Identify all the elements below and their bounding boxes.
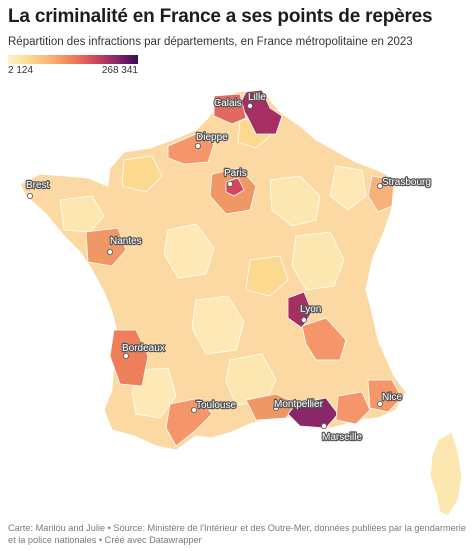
city-toulouse[interactable]: Toulouse (190, 399, 238, 413)
city-label-brest: Brest (26, 180, 50, 191)
city-brest[interactable]: Brest (25, 179, 51, 199)
var-department (335, 391, 371, 425)
city-label-bordeaux: Bordeaux (122, 343, 165, 354)
city-bordeaux[interactable]: Bordeaux (121, 342, 166, 359)
city-label-nantes: Nantes (110, 236, 142, 247)
gironde-department (109, 329, 149, 387)
city-label-nice: Nice (382, 392, 402, 403)
legend-gradient (8, 55, 138, 64)
city-paris[interactable]: Paris (223, 167, 248, 187)
alpes-maritimes-department (367, 379, 403, 413)
city-nice[interactable]: Nice (376, 391, 404, 407)
color-legend: 2 124 268 341 (8, 55, 138, 76)
city-markers: Lille Calais Dieppe Paris Brest Strasbou… (25, 91, 432, 444)
city-label-lille: Lille (248, 92, 266, 103)
page-title: La criminalité en France a ses points de… (8, 6, 433, 27)
city-label-paris: Paris (224, 168, 247, 179)
city-lille[interactable]: Lille (247, 91, 267, 110)
city-label-strasbourg: Strasbourg (382, 177, 431, 188)
city-calais[interactable]: Calais (213, 97, 243, 110)
legend-max-label: 268 341 (101, 65, 138, 76)
city-label-calais: Calais (214, 98, 242, 109)
departments-high (85, 89, 403, 447)
page-subtitle: Répartition des infractions par départem… (8, 36, 413, 48)
city-nantes[interactable]: Nantes (107, 235, 143, 255)
legend-min-label: 2 124 (8, 65, 34, 76)
city-label-marseille: Marseille (322, 432, 362, 443)
city-montpellier[interactable]: Montpellier (273, 398, 325, 411)
city-label-lyon: Lyon (300, 304, 321, 315)
loire-atlantique-department (85, 227, 127, 267)
isere-department (301, 317, 347, 361)
city-label-toulouse: Toulouse (196, 400, 236, 411)
city-dieppe[interactable]: Dieppe (195, 131, 229, 149)
city-label-montpellier: Montpellier (274, 399, 324, 410)
city-label-dieppe: Dieppe (196, 132, 228, 143)
haute-garonne-department (165, 397, 213, 447)
corsica-region[interactable] (429, 431, 463, 517)
france-choropleth-map[interactable]: Lille Calais Dieppe Paris Brest Strasbou… (0, 80, 474, 520)
departments-low (59, 117, 367, 419)
city-lyon[interactable]: Lyon (299, 303, 323, 323)
source-footer: Carte: Marilou and Julie • Source: Minis… (8, 523, 466, 545)
seine-maritime-department (167, 133, 215, 165)
city-strasbourg[interactable]: Strasbourg (376, 176, 432, 189)
bas-rhin-department (367, 175, 395, 213)
city-marseille[interactable]: Marseille (321, 422, 364, 444)
